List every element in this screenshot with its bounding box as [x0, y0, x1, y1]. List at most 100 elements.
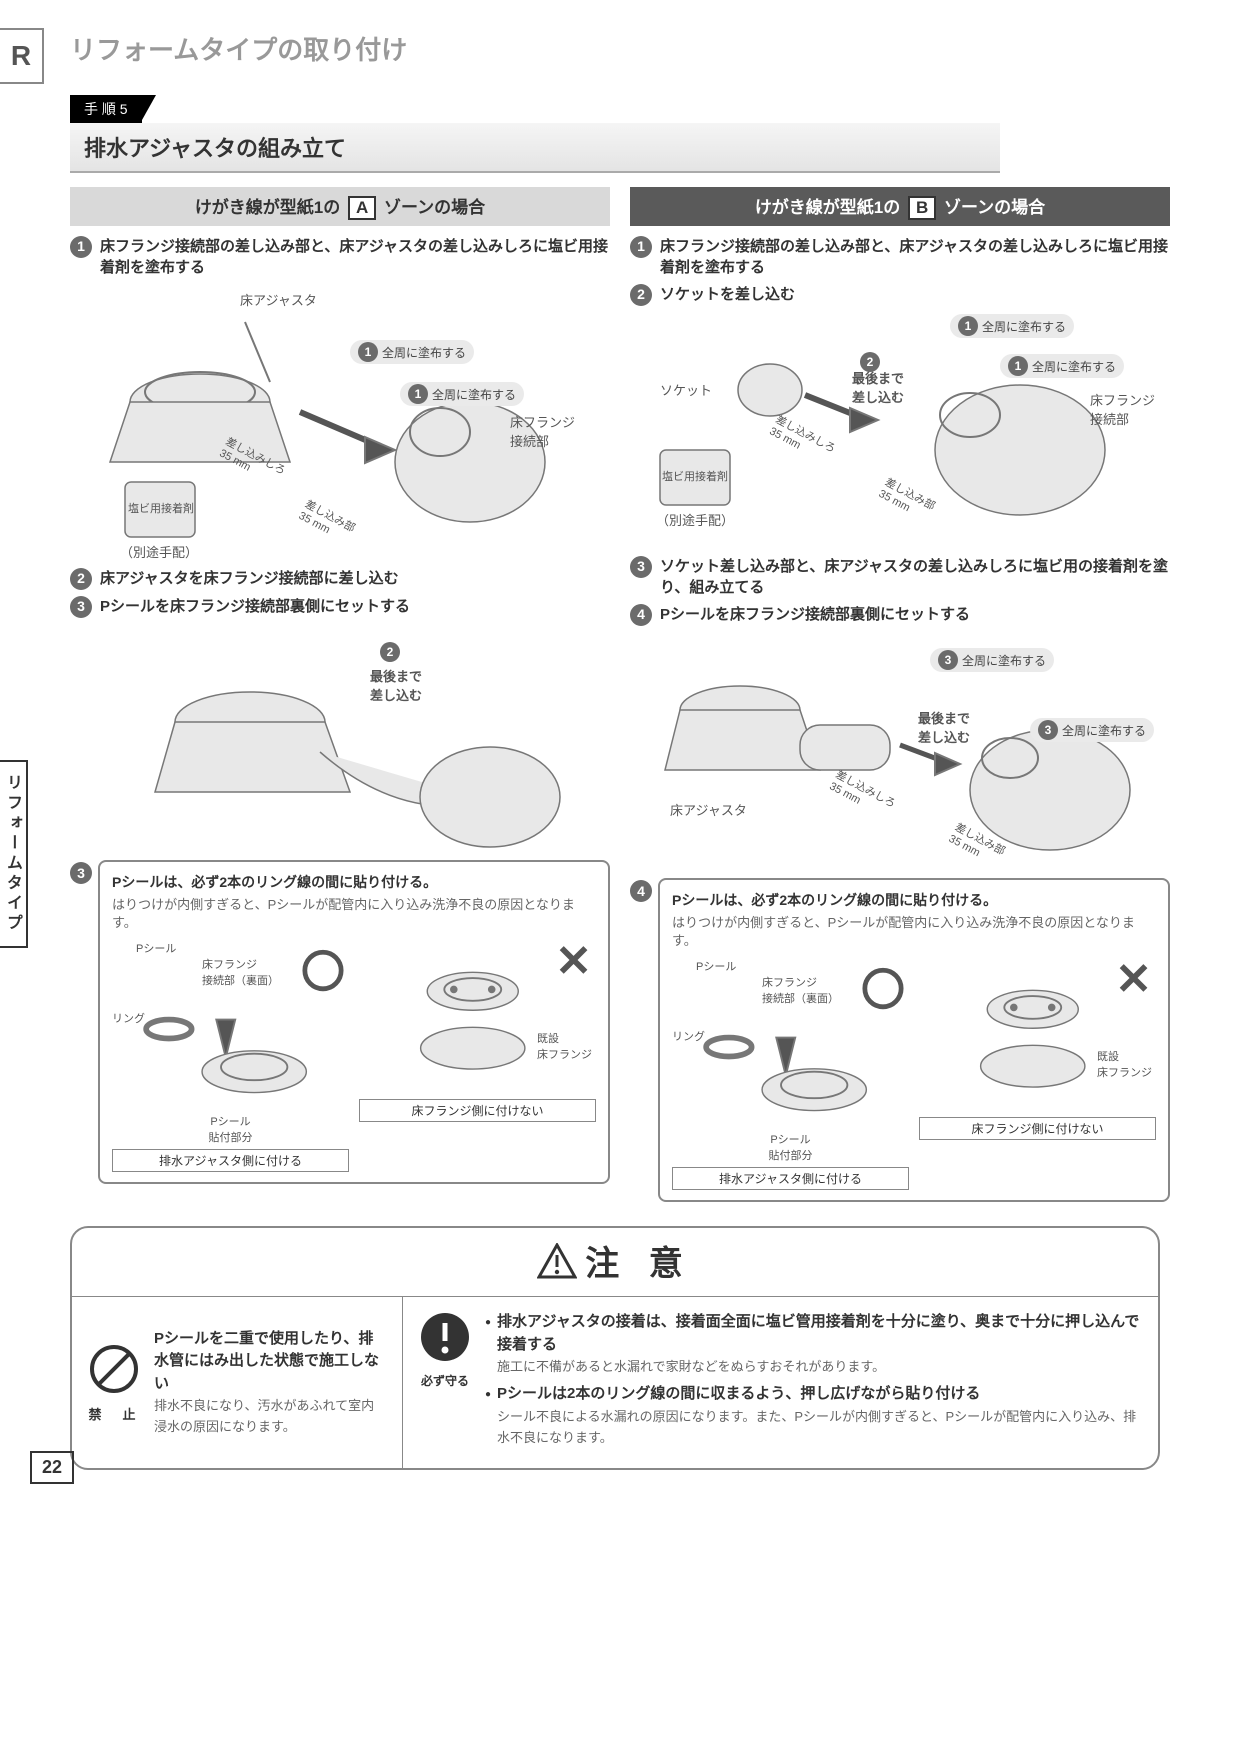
ok-mark: 〇 — [301, 936, 345, 1000]
step-text: ソケットを差し込む — [660, 284, 795, 305]
bold: 排水アジャスタの接着は、接着面全面に塩ビ管用接着剤を十分に塗り、奥まで十分に押し… — [497, 1313, 1139, 1353]
sub: 施工に不備があると水漏れで家財などをぬらすおそれがあります。 — [497, 1359, 885, 1374]
pill: 3全周に塗布する — [1030, 718, 1154, 742]
warn-text: Pシールを二重で使用したり、排水管にはみ出した状態で施工しない 排水不良になり、… — [154, 1328, 386, 1438]
info-ng: ✕ 既設 床フランジ 床フランジ側に付けない — [359, 940, 596, 1172]
n: 1 — [358, 342, 378, 362]
zone-box: A — [348, 196, 376, 220]
warning-title: 注 意 — [585, 1245, 692, 1283]
step-text: Pシールを床フランジ接続部裏側にセットする — [100, 596, 410, 617]
pill: 3全周に塗布する — [930, 648, 1054, 672]
step-header: 手 順 5 排水アジャスタの組み立て — [70, 95, 1190, 173]
info-title: Pシールは、必ず2本のリング線の間に貼り付ける。 — [672, 890, 1156, 910]
label: 床アジャスタ — [670, 800, 747, 819]
step-num: 3 — [70, 596, 92, 618]
b-info: Pシールは、必ず2本のリング線の間に貼り付ける。 はりつけが内側すぎると、Pシー… — [658, 878, 1170, 1202]
icon-label: 必ず守る — [419, 1372, 471, 1389]
step-title: 排水アジャスタの組み立て — [70, 123, 1000, 173]
info-desc: はりつけが内側すぎると、Pシールが配管内に入り込み洗浄不良の原因となります。 — [112, 896, 596, 932]
text: けがき線が型紙1の — [755, 198, 900, 217]
sub: 排水不良になり、汚水があふれて室内浸水の原因になります。 — [154, 1398, 374, 1434]
info-title: Pシールは、必ず2本のリング線の間に貼り付ける。 — [112, 872, 596, 892]
t: 全周に塗布する — [382, 344, 466, 361]
label: ソケット — [660, 380, 712, 399]
label: リング — [672, 1028, 705, 1044]
n: 1 — [958, 316, 978, 336]
zone-a-head: けがき線が型紙1の A ゾーンの場合 — [70, 187, 610, 226]
label: 最後まで 差し込む — [370, 666, 422, 704]
caption: 床フランジ側に付けない — [919, 1117, 1156, 1140]
zone-box: B — [908, 196, 936, 220]
info-row: 〇 Pシール 床フランジ 接続部（裏面） リング Pシール 貼付部分 — [112, 940, 596, 1172]
pill: 1全周に塗布する — [950, 314, 1074, 338]
bold: Pシールは2本のリング線の間に収まるよう、押し広げながら貼り付ける — [497, 1385, 980, 1402]
step-tab: 手 順 5 — [70, 95, 142, 123]
sub: シール不良による水漏れの原因になります。また、Pシールが内側すぎると、Pシールが… — [497, 1409, 1136, 1445]
warning: 注 意 禁 止 Pシールを二重で使用したり、排水管にはみ出した状態で施工しない … — [70, 1226, 1160, 1470]
info-desc: はりつけが内側すぎると、Pシールが配管内に入り込み洗浄不良の原因となります。 — [672, 914, 1156, 950]
label: Pシール 貼付部分 — [672, 1131, 909, 1163]
n: 1 — [408, 384, 428, 404]
side-tab: リフォームタイプ — [0, 760, 28, 948]
ok-mark: 〇 — [861, 954, 905, 1018]
warn-text: 排水アジャスタの接着は、接着面全面に塩ビ管用接着剤を十分に塗り、奥まで十分に押し… — [485, 1311, 1142, 1454]
t: 全周に塗布する — [1032, 358, 1116, 375]
label: Pシール 貼付部分 — [112, 1113, 349, 1145]
a-step1: 1 床フランジ接続部の差し込み部と、床アジャスタの差し込みしろに塩ビ用接着剤を塗… — [70, 236, 610, 278]
step-text: ソケット差し込み部と、床アジャスタの差し込みしろに塩ビ用の接着剤を塗り、組み立て… — [660, 556, 1170, 598]
warning-body: 禁 止 Pシールを二重で使用したり、排水管にはみ出した状態で施工しない 排水不良… — [72, 1297, 1158, 1468]
n: 2 — [380, 642, 400, 662]
step-text: 床フランジ接続部の差し込み部と、床アジャスタの差し込みしろに塩ビ用接着剤を塗布す… — [660, 236, 1170, 278]
step-num: 1 — [630, 236, 652, 258]
text: けがき線が型紙1の — [195, 198, 340, 217]
b-info-wrap: 4 Pシールは、必ず2本のリング線の間に貼り付ける。 はりつけが内側すぎると、P… — [630, 870, 1170, 1202]
t: 全周に塗布する — [1062, 722, 1146, 739]
pill: 1全周に塗布する — [350, 340, 474, 364]
page: R リフォームタイプの取り付け リフォームタイプ 手 順 5 排水アジャスタの組… — [0, 0, 1240, 1500]
bullet: 排水アジャスタの接着は、接着面全面に塩ビ管用接着剤を十分に塗り、奥まで十分に押し… — [485, 1311, 1142, 1377]
label: リング — [112, 1010, 145, 1026]
ng-mark: ✕ — [1115, 954, 1152, 1005]
zone-b: けがき線が型紙1の B ゾーンの場合 1 床フランジ接続部の差し込み部と、床アジ… — [630, 187, 1170, 1202]
warn-must: 必ず守る 排水アジャスタの接着は、接着面全面に塩ビ管用接着剤を十分に塗り、奥まで… — [402, 1297, 1158, 1468]
step-num: 2 — [70, 568, 92, 590]
a-info-wrap: 3 Pシールは、必ず2本のリング線の間に貼り付ける。 はりつけが内側すぎると、P… — [70, 852, 610, 1184]
pill: 1全周に塗布する — [400, 382, 524, 406]
info-ok: 〇 Pシール 床フランジ 接続部（裏面） リング Pシール 貼付部分 — [112, 940, 349, 1172]
n: 3 — [938, 650, 958, 670]
text: ゾーンの場合 — [384, 198, 485, 217]
text: ゾーンの場合 — [944, 198, 1045, 217]
step-num: 3 — [630, 556, 652, 578]
zone-a: けがき線が型紙1の A ゾーンの場合 1 床フランジ接続部の差し込み部と、床アジ… — [70, 187, 610, 1202]
label: 床フランジ 接続部 — [1090, 390, 1155, 428]
t: 全周に塗布する — [962, 652, 1046, 669]
label: 最後まで 差し込む — [852, 368, 904, 406]
t: 全周に塗布する — [432, 386, 516, 403]
label: （別途手配） — [656, 510, 734, 529]
step-num: 2 — [630, 284, 652, 306]
prohibit-icon: 禁 止 — [88, 1343, 140, 1423]
n: 1 — [1008, 356, 1028, 376]
b-step3: 3 ソケット差し込み部と、床アジャスタの差し込みしろに塩ビ用の接着剤を塗り、組み… — [630, 556, 1170, 598]
corner-tag: R — [0, 28, 44, 84]
a-info: Pシールは、必ず2本のリング線の間に貼り付ける。 はりつけが内側すぎると、Pシー… — [98, 860, 610, 1184]
diagram-a1: 床アジャスタ 1全周に塗布する 1全周に塗布する 床フランジ 接続部 塩ビ用接着… — [70, 282, 610, 562]
info-ng: ✕ 既設 床フランジ 床フランジ側に付けない — [919, 958, 1156, 1190]
info-ok: 〇 Pシール 床フランジ 接続部（裏面） リング Pシール 貼付部分 — [672, 958, 909, 1190]
step-text: 床アジャスタを床フランジ接続部に差し込む — [100, 568, 399, 589]
label: 既設 床フランジ — [1097, 1048, 1152, 1080]
b-step1: 1 床フランジ接続部の差し込み部と、床アジャスタの差し込みしろに塩ビ用接着剤を塗… — [630, 236, 1170, 278]
warning-icon — [537, 1243, 577, 1288]
t: 全周に塗布する — [982, 318, 1066, 335]
diagram-a2: 2 最後まで 差し込む — [70, 622, 610, 852]
caption: 排水アジャスタ側に付ける — [672, 1167, 909, 1190]
pill: 1全周に塗布する — [1000, 354, 1124, 378]
step-text: Pシールを床フランジ接続部裏側にセットする — [660, 604, 970, 625]
ng-mark: ✕ — [555, 936, 592, 987]
columns: けがき線が型紙1の A ゾーンの場合 1 床フランジ接続部の差し込み部と、床アジ… — [70, 187, 1190, 1202]
label: 既設 床フランジ — [537, 1030, 592, 1062]
step-num: 4 — [630, 880, 652, 902]
warn-prohibit: 禁 止 Pシールを二重で使用したり、排水管にはみ出した状態で施工しない 排水不良… — [72, 1297, 402, 1468]
icon-label: 禁 止 — [88, 1404, 140, 1423]
label: 最後まで 差し込む — [918, 708, 970, 746]
